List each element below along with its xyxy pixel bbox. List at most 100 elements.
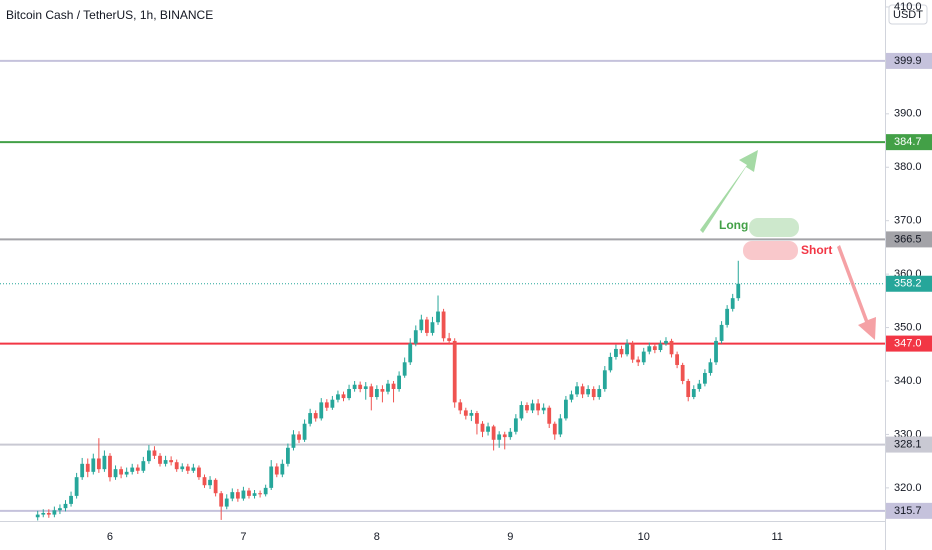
candle-body xyxy=(141,461,146,471)
candle-body xyxy=(625,343,629,355)
candle-body xyxy=(213,479,218,494)
candle-body xyxy=(363,386,368,390)
candle-body xyxy=(508,431,513,438)
candle-body xyxy=(708,362,713,373)
candle-body xyxy=(547,407,552,424)
candle-body xyxy=(680,364,685,381)
candle-body xyxy=(130,467,135,472)
candle-body xyxy=(580,386,585,395)
candle-body xyxy=(447,338,452,341)
candle-body xyxy=(703,372,707,384)
currency-box xyxy=(888,4,928,25)
candle-body xyxy=(358,384,363,390)
candle-body xyxy=(697,383,702,390)
candle-body xyxy=(52,510,57,515)
y-tick-label: 340.0 xyxy=(894,375,922,387)
candle-body xyxy=(347,389,351,399)
candle-body xyxy=(480,423,485,432)
candle-body xyxy=(135,467,140,471)
candle-body xyxy=(675,354,679,365)
current-price-label: 358.2 xyxy=(894,278,922,290)
candle-body xyxy=(558,418,563,435)
candle-body xyxy=(714,340,718,363)
candle-body xyxy=(247,490,251,496)
candle-body xyxy=(569,394,574,400)
current-price-box xyxy=(886,275,932,292)
short-arrow xyxy=(837,245,876,340)
candle-body xyxy=(397,375,401,390)
candle-body xyxy=(536,403,540,411)
candle-body xyxy=(430,322,435,333)
candle-body xyxy=(591,389,596,398)
candle-body xyxy=(413,330,418,344)
level-label-box xyxy=(886,52,932,69)
candle-body xyxy=(258,493,262,495)
y-tick-label: 320.0 xyxy=(894,482,922,494)
candle-body xyxy=(519,405,524,419)
level-label-box xyxy=(886,134,932,151)
candle-body xyxy=(152,450,157,456)
candle-body xyxy=(219,493,224,507)
candle-body xyxy=(630,343,635,360)
candle-body xyxy=(419,319,424,331)
candle-body xyxy=(197,467,201,478)
level-label-box xyxy=(886,502,932,519)
candle-body xyxy=(374,389,379,398)
candle-body xyxy=(252,493,257,496)
candle-body xyxy=(158,455,162,464)
candle-body xyxy=(119,469,123,475)
candle-body xyxy=(147,450,151,462)
x-tick-label: 10 xyxy=(638,531,650,543)
candle-body xyxy=(352,384,357,390)
candle-body xyxy=(597,389,602,398)
candle-body xyxy=(736,283,741,299)
level-label-box xyxy=(886,436,932,453)
candle-body xyxy=(602,370,607,390)
candle-body xyxy=(652,346,657,351)
candle-body xyxy=(230,492,235,499)
candle-body xyxy=(74,477,79,496)
candle-body xyxy=(113,469,118,478)
candle-body xyxy=(180,466,185,470)
candle-body xyxy=(552,423,557,435)
candle-body xyxy=(586,389,591,395)
candle-body xyxy=(719,324,724,341)
level-label: 384.7 xyxy=(894,136,922,148)
candle-body xyxy=(58,508,62,511)
x-tick-label: 7 xyxy=(240,531,246,543)
candle-body xyxy=(302,423,307,440)
candle-body xyxy=(224,498,229,507)
level-label: 366.5 xyxy=(894,233,922,245)
y-tick-label: 350.0 xyxy=(894,321,922,333)
candle-body xyxy=(235,492,240,499)
currency-label: USDT xyxy=(893,9,923,21)
candle-body xyxy=(647,346,652,352)
candle-body xyxy=(658,343,663,351)
candle-body xyxy=(575,386,579,395)
candle-body xyxy=(619,348,624,355)
candle-body xyxy=(291,434,296,448)
candle-body xyxy=(336,394,340,400)
candle-body xyxy=(35,514,40,518)
candle-body xyxy=(386,383,390,392)
candle-body xyxy=(185,466,190,471)
candle-body xyxy=(274,466,279,475)
y-tick-label: 370.0 xyxy=(894,215,922,227)
candle-body xyxy=(686,380,691,398)
candle-body xyxy=(463,410,468,416)
candle-body xyxy=(341,394,346,399)
candle-body xyxy=(525,405,529,411)
chart-title: Bitcoin Cash / TetherUS, 1h, BINANCE xyxy=(6,8,213,22)
candle-body xyxy=(664,340,668,344)
candle-body xyxy=(163,460,168,464)
candle-body xyxy=(202,477,207,486)
candle-body xyxy=(452,340,457,403)
candle-body xyxy=(280,463,285,475)
level-label-box xyxy=(886,231,932,248)
candle-body xyxy=(513,418,518,432)
candle-body xyxy=(441,311,446,339)
candle-body xyxy=(169,460,174,463)
candle-body xyxy=(641,351,646,363)
level-label: 399.9 xyxy=(894,55,922,67)
short-label: Short xyxy=(801,243,832,257)
